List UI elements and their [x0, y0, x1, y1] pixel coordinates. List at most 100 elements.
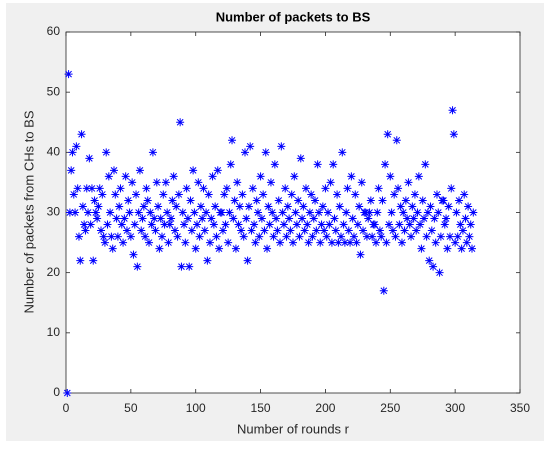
- marker: [93, 214, 102, 223]
- marker: [412, 226, 421, 235]
- y-tick-label: 50: [47, 84, 61, 98]
- marker: [196, 202, 205, 211]
- marker: [391, 232, 400, 241]
- marker: [384, 220, 393, 229]
- marker: [453, 232, 462, 241]
- marker: [238, 190, 247, 199]
- marker: [460, 190, 469, 199]
- marker: [314, 208, 323, 217]
- marker: [77, 130, 86, 139]
- marker: [425, 256, 434, 265]
- marker: [194, 178, 203, 187]
- x-axis-label: Number of rounds r: [237, 421, 350, 436]
- marker: [462, 238, 471, 247]
- marker: [244, 202, 253, 211]
- marker: [172, 202, 181, 211]
- marker: [418, 196, 427, 205]
- marker: [442, 214, 451, 223]
- marker: [137, 226, 146, 235]
- marker: [382, 238, 391, 247]
- marker: [445, 232, 454, 241]
- marker: [390, 190, 399, 199]
- marker: [115, 202, 124, 211]
- marker: [339, 220, 348, 229]
- marker: [147, 220, 156, 229]
- marker: [199, 184, 208, 193]
- marker: [397, 238, 406, 247]
- marker: [212, 232, 221, 241]
- marker: [331, 226, 340, 235]
- marker: [119, 238, 128, 247]
- marker: [266, 178, 275, 187]
- marker: [111, 190, 120, 199]
- marker: [426, 202, 435, 211]
- marker: [134, 208, 143, 217]
- marker: [388, 226, 397, 235]
- marker: [326, 178, 335, 187]
- marker: [235, 202, 244, 211]
- marker: [255, 232, 264, 241]
- marker: [182, 184, 191, 193]
- marker: [404, 178, 413, 187]
- marker: [421, 160, 430, 169]
- marker: [338, 148, 347, 157]
- marker: [265, 220, 274, 229]
- marker: [375, 226, 384, 235]
- marker: [104, 172, 113, 181]
- marker: [128, 178, 137, 187]
- marker: [405, 220, 414, 229]
- marker: [209, 220, 218, 229]
- marker: [169, 172, 178, 181]
- marker: [301, 184, 310, 193]
- marker: [440, 220, 449, 229]
- marker: [139, 202, 148, 211]
- marker: [173, 232, 182, 241]
- marker: [342, 208, 351, 217]
- marker: [281, 184, 290, 193]
- marker: [220, 190, 229, 199]
- marker: [448, 106, 457, 115]
- marker: [135, 166, 144, 175]
- marker: [251, 238, 260, 247]
- y-tick-label: 10: [47, 325, 61, 339]
- marker: [362, 232, 371, 241]
- marker: [157, 232, 166, 241]
- marker: [373, 208, 382, 217]
- marker: [248, 184, 257, 193]
- marker: [370, 220, 379, 229]
- marker: [431, 238, 440, 247]
- marker: [409, 214, 418, 223]
- marker: [204, 190, 213, 199]
- marker: [316, 238, 325, 247]
- marker: [413, 208, 422, 217]
- marker: [395, 220, 404, 229]
- marker: [78, 202, 87, 211]
- marker: [160, 220, 169, 229]
- marker: [336, 232, 345, 241]
- marker: [261, 148, 270, 157]
- marker: [187, 226, 196, 235]
- y-tick-label: 60: [47, 24, 61, 38]
- marker: [364, 214, 373, 223]
- marker: [177, 262, 186, 271]
- marker: [97, 226, 106, 235]
- marker: [307, 190, 316, 199]
- marker: [292, 220, 301, 229]
- x-tick-label: 350: [510, 401, 530, 415]
- marker: [116, 184, 125, 193]
- marker: [377, 232, 386, 241]
- marker: [218, 226, 227, 235]
- marker: [318, 202, 327, 211]
- marker: [449, 130, 458, 139]
- marker: [276, 238, 285, 247]
- marker: [387, 208, 396, 217]
- marker: [296, 154, 305, 163]
- marker: [329, 160, 338, 169]
- marker: [392, 136, 401, 145]
- marker: [458, 226, 467, 235]
- marker: [379, 286, 388, 295]
- marker: [165, 220, 174, 229]
- marker: [242, 214, 251, 223]
- marker: [420, 214, 429, 223]
- marker: [138, 214, 147, 223]
